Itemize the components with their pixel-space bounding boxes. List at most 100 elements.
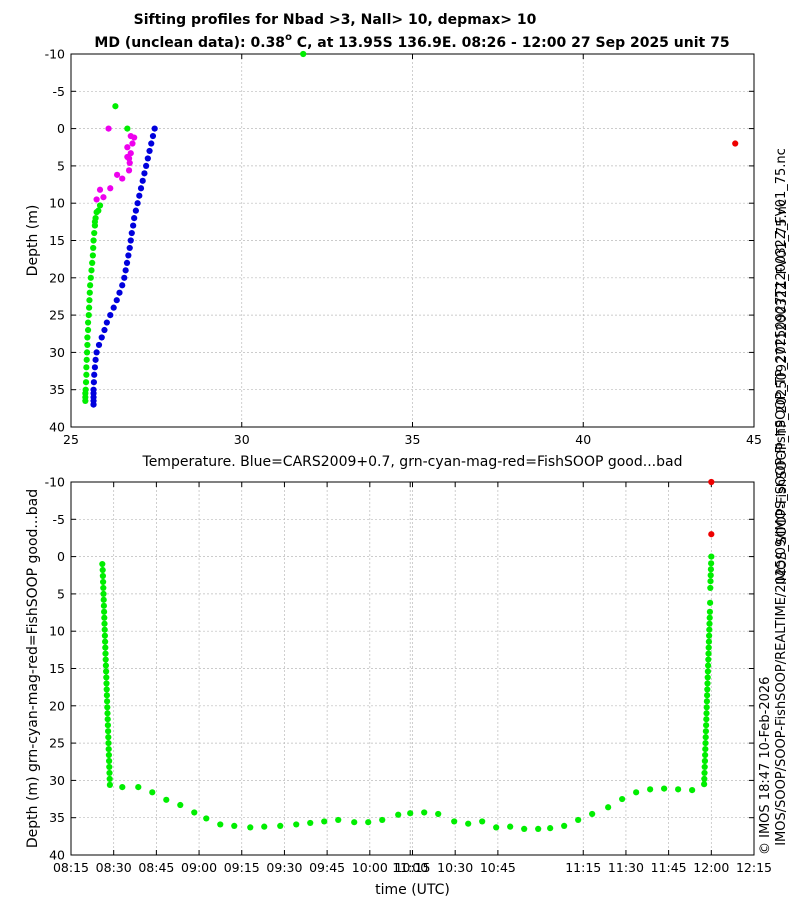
temperature-profile-plot: 25 30 35 40 45 -10 -5 0 5 10 15 20 25 30 35 40 Temperatu… <box>25 47 762 471</box>
data-point-green <box>706 626 713 633</box>
data-point-blue <box>103 319 110 326</box>
x-tick-label: 25 <box>63 432 79 447</box>
y-tick-label: 25 <box>49 736 65 751</box>
data-point-green <box>435 810 442 818</box>
data-point-green <box>90 237 97 244</box>
y-tick-label: 10 <box>49 624 65 639</box>
data-point-green <box>465 820 472 827</box>
data-point-green <box>102 644 109 651</box>
data-point-green <box>605 804 612 811</box>
data-point-green <box>675 786 682 793</box>
data-point-green <box>395 811 402 818</box>
data-point-green <box>105 751 113 759</box>
data-point-green <box>105 734 112 741</box>
data-point-blue <box>121 274 128 281</box>
data-point-blue <box>123 259 131 266</box>
y-tick-label: -10 <box>45 47 65 62</box>
data-point-green <box>633 789 640 796</box>
x-tick-label: 45 <box>746 432 762 447</box>
x-tick-label: 09:45 <box>309 860 345 875</box>
data-point-green <box>106 763 113 771</box>
data-point-green <box>231 822 238 830</box>
data-point-green <box>104 716 111 723</box>
data-point-blue <box>125 252 132 259</box>
data-point-green <box>300 50 307 58</box>
x-tick-label: 11:30 <box>608 860 644 875</box>
data-point-green <box>106 775 113 783</box>
data-point-green <box>277 822 284 830</box>
data-point-blue <box>132 207 139 214</box>
title-line-2: MD (unclean data): 0.38o C, at 13.95S 13… <box>94 32 729 51</box>
x-tick-label: 10:15 <box>394 860 430 875</box>
data-point-blue <box>126 244 133 252</box>
data-point-green <box>379 816 386 824</box>
y-tick-label: 35 <box>49 810 65 825</box>
data-point-green <box>702 728 710 735</box>
data-point-green <box>707 578 714 585</box>
data-point-green <box>707 572 714 579</box>
data-point-magenta <box>131 134 138 141</box>
data-point-blue <box>137 185 145 192</box>
data-point-blue <box>144 155 151 162</box>
data-point-green <box>708 560 715 567</box>
data-point-green <box>706 620 713 627</box>
data-point-green <box>701 763 708 771</box>
data-point-green <box>88 267 95 274</box>
data-point-blue <box>127 237 134 244</box>
x-tick-label: 10:30 <box>437 860 473 875</box>
y-tick-label: 40 <box>49 848 65 863</box>
data-point-green <box>351 819 358 826</box>
data-point-blue <box>90 401 97 408</box>
data-point-green <box>84 326 92 334</box>
y-tick-label: 15 <box>49 233 65 248</box>
data-point-green <box>149 789 156 796</box>
data-point-blue <box>151 125 158 132</box>
data-point-green <box>101 614 108 621</box>
y-tick-label: 10 <box>49 196 65 211</box>
x-tick-label: 09:00 <box>181 860 217 875</box>
x-tick-label: 08:30 <box>96 860 132 875</box>
data-point-blue <box>93 349 100 356</box>
data-point-green <box>104 722 112 729</box>
data-point-green <box>105 728 112 735</box>
data-point-green <box>103 686 110 693</box>
x-tick-label: 10:00 <box>352 860 388 875</box>
data-point-green <box>106 757 113 765</box>
data-point-green <box>561 822 568 830</box>
data-point-blue <box>101 326 108 334</box>
data-point-green <box>105 740 112 747</box>
data-point-green <box>689 786 696 794</box>
data-point-red <box>708 478 715 486</box>
data-point-blue <box>122 267 129 274</box>
data-point-green <box>705 644 712 651</box>
data-point-green <box>101 626 108 633</box>
data-point-green <box>105 745 112 753</box>
data-point-green <box>547 825 554 832</box>
data-point-green <box>703 716 710 723</box>
y-tick-label: 0 <box>57 549 65 564</box>
data-point-green <box>703 698 711 705</box>
data-point-green <box>87 274 94 281</box>
data-point-green <box>104 710 111 717</box>
data-point-green <box>83 364 90 371</box>
data-point-blue <box>107 312 114 319</box>
data-point-green <box>103 680 110 687</box>
data-point-magenta <box>124 144 131 151</box>
data-point-green <box>101 620 108 627</box>
x-tick-label: 12:15 <box>736 860 772 875</box>
x-tick-label: 10:45 <box>480 860 516 875</box>
data-point-green <box>99 566 106 574</box>
data-point-green <box>85 312 92 319</box>
data-point-blue <box>136 192 143 199</box>
x-tick-label: 35 <box>405 432 421 447</box>
y-tick-label: 30 <box>49 773 65 788</box>
data-point-green <box>102 662 110 669</box>
data-point-blue <box>90 379 97 386</box>
data-point-green <box>91 222 99 229</box>
data-point-green <box>701 775 708 783</box>
data-point-green <box>421 809 428 816</box>
y-tick-label: 35 <box>49 382 65 397</box>
y-tick-label: 5 <box>57 586 65 601</box>
data-point-green <box>100 584 107 592</box>
depth-time-plot: 08:15 08:30 08:45 09:00 09:15 09:30 09:45 10:00… <box>25 475 772 899</box>
